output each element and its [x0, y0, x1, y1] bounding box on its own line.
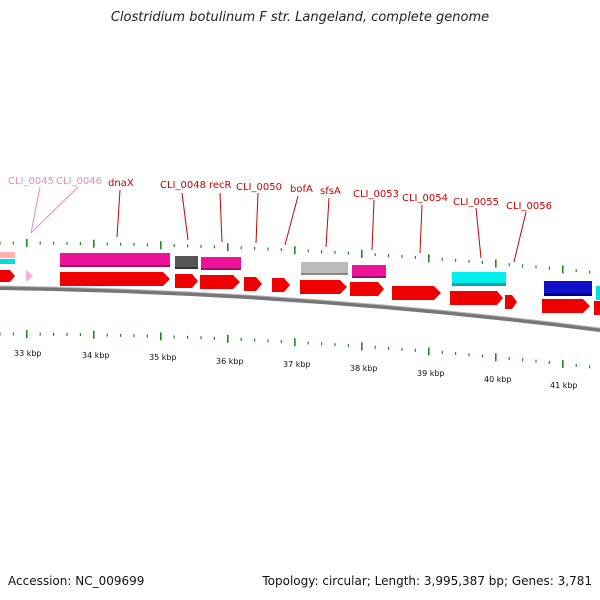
feature-recr[interactable]	[201, 257, 241, 270]
ruler-label: 33 kbp	[14, 349, 42, 358]
gene-labels: CLI_0045 CLI_0046 dnaX CLI_0048 recR CLI…	[8, 176, 552, 212]
ruler-label: 35 kbp	[149, 353, 177, 362]
ruler-label: 40 kbp	[484, 375, 512, 384]
cds-arrow[interactable]	[392, 286, 441, 300]
ruler-label: 36 kbp	[216, 357, 244, 366]
cds-arrow[interactable]	[505, 295, 517, 309]
feature-cli0045[interactable]	[0, 252, 15, 258]
cds-arrow[interactable]	[272, 278, 290, 292]
gene-label-cli0045[interactable]: CLI_0045	[8, 176, 54, 187]
gene-label-dnax[interactable]: dnaX	[108, 178, 134, 189]
feature-cli0045-b[interactable]	[0, 259, 15, 264]
ruler-label: 34 kbp	[82, 351, 110, 360]
gene-label-cli0046[interactable]: CLI_0046	[56, 176, 102, 187]
gene-label-cli0050[interactable]: CLI_0050	[236, 182, 282, 193]
ruler-labels: 33 kbp 34 kbp 35 kbp 36 kbp 37 kbp 38 kb…	[14, 349, 578, 390]
gene-label-cli0054[interactable]: CLI_0054	[402, 193, 448, 204]
gene-label-cli0053[interactable]: CLI_0053	[353, 189, 399, 200]
cds-arrow[interactable]	[450, 291, 503, 305]
cds-arrow[interactable]	[350, 282, 384, 296]
label-leaders	[30, 186, 527, 263]
cds-arrow[interactable]	[200, 275, 240, 289]
outer-tick-ring	[0, 239, 591, 274]
cds-arrow[interactable]	[175, 274, 198, 288]
gene-label-recr[interactable]: recR	[209, 180, 232, 191]
ruler-label: 41 kbp	[550, 381, 578, 390]
cds-arrow-pink[interactable]	[26, 270, 33, 282]
gene-label-sfsa[interactable]: sfsA	[320, 186, 341, 197]
feature-sfsa[interactable]	[352, 265, 386, 278]
gene-label-cli0055[interactable]: CLI_0055	[453, 197, 499, 208]
feature-blue[interactable]	[544, 281, 592, 295]
feature-track-upper	[0, 252, 600, 300]
cds-arrow[interactable]	[300, 280, 347, 294]
feature-bofa[interactable]	[301, 262, 348, 275]
gene-label-cli0048[interactable]: CLI_0048	[160, 180, 206, 191]
feature-dnax[interactable]	[60, 253, 170, 267]
ruler-label: 38 kbp	[350, 364, 378, 373]
genome-summary-text: Topology: circular; Length: 3,995,387 bp…	[262, 574, 592, 588]
feature-track-lower	[0, 270, 600, 315]
genome-backbone	[0, 286, 600, 332]
cds-arrow[interactable]	[244, 277, 262, 291]
feature-cli0048[interactable]	[175, 256, 198, 269]
inner-tick-ring	[0, 330, 591, 369]
cds-arrow[interactable]	[60, 272, 170, 286]
cds-arrow[interactable]	[0, 270, 15, 282]
map-title: Clostridium botulinum F str. Langeland, …	[110, 10, 490, 25]
cds-arrow[interactable]	[542, 299, 590, 313]
feature-cli0055[interactable]	[452, 272, 506, 285]
gene-label-cli0056[interactable]: CLI_0056	[506, 201, 552, 212]
accession-text: Accession: NC_009699	[8, 574, 145, 588]
ruler-label: 37 kbp	[283, 360, 311, 369]
gene-label-bofa[interactable]: bofA	[290, 184, 313, 195]
ruler-label: 39 kbp	[417, 369, 445, 378]
